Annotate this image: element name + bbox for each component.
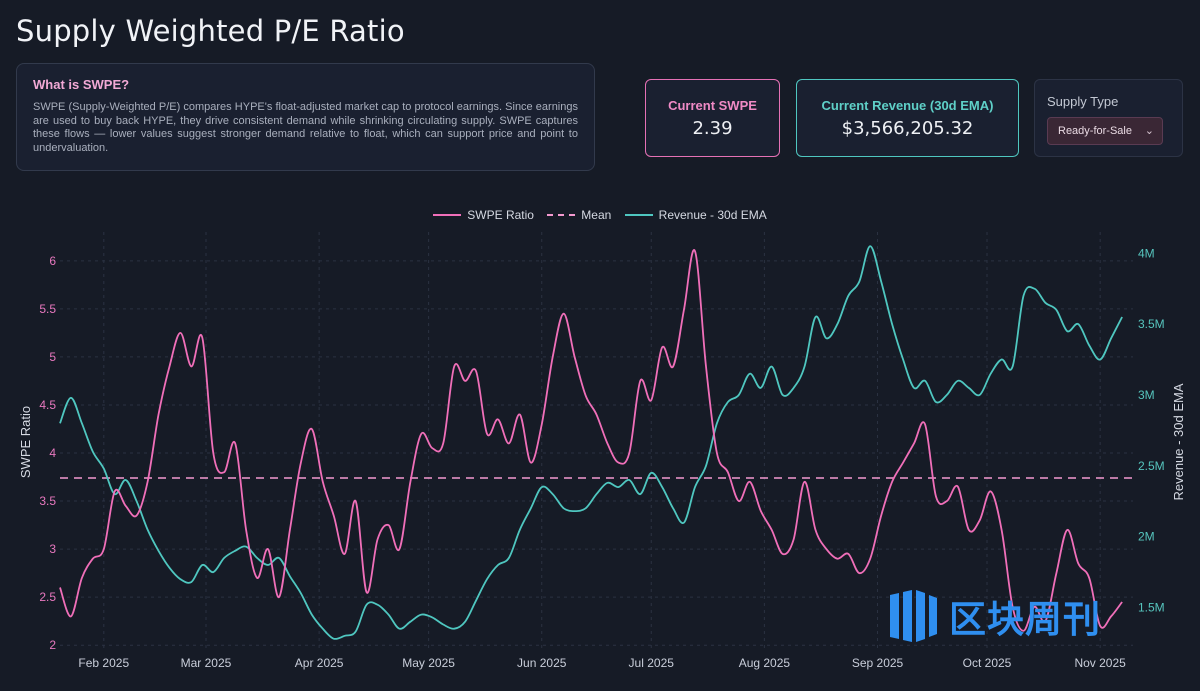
y-tick-label: 2.5 <box>39 590 56 604</box>
watermark: 区块周刊 <box>887 584 1177 648</box>
y-tick-label: 5 <box>49 350 56 364</box>
current-revenue-card: Current Revenue (30d EMA) $3,566,205.32 <box>796 79 1019 157</box>
watermark-text: 区块周刊 <box>949 598 1101 641</box>
revenue-ema-line <box>59 245 1123 640</box>
x-tick-label: Feb 2025 <box>78 656 129 670</box>
current-swpe-label: Current SWPE <box>668 98 757 113</box>
legend-item-swpe[interactable]: SWPE Ratio <box>433 208 534 222</box>
chart-legend: SWPE Ratio Mean Revenue - 30d EMA <box>0 205 1200 222</box>
legend-label-swpe: SWPE Ratio <box>467 208 534 222</box>
info-body: SWPE (Supply-Weighted P/E) compares HYPE… <box>33 101 578 154</box>
y2-tick-label: 4M <box>1138 246 1155 260</box>
y2-tick-label: 3M <box>1138 388 1155 402</box>
y-tick-label: 4.5 <box>39 398 56 412</box>
y-tick-label: 3 <box>49 542 56 556</box>
y-axis-ticks: 2 2.5 3 3.5 4 4.5 5 5.5 6 <box>39 254 56 652</box>
y2-tick-label: 2M <box>1138 530 1155 544</box>
legend-item-revenue[interactable]: Revenue - 30d EMA <box>624 208 767 222</box>
legend-swatch-swpe <box>433 214 462 216</box>
x-tick-label: Oct 2025 <box>963 656 1012 670</box>
y-axis-label: SWPE Ratio <box>18 406 33 478</box>
x-axis-ticks: Feb 2025 Mar 2025 Apr 2025 May 2025 Jun 2025… <box>78 656 1126 670</box>
x-tick-label: Aug 2025 <box>739 656 791 670</box>
y2-tick-label: 1.5M <box>1138 600 1165 614</box>
x-tick-label: Nov 2025 <box>1074 656 1126 670</box>
y2-axis-ticks: 1.5M 2M 2.5M 3M 3.5M 4M <box>1138 246 1165 614</box>
chevron-down-icon: ⌄ <box>1144 125 1154 137</box>
current-revenue-value: $3,566,205.32 <box>841 118 974 139</box>
y-tick-label: 3.5 <box>39 494 56 508</box>
x-tick-label: Sep 2025 <box>852 656 904 670</box>
x-tick-label: Mar 2025 <box>181 656 232 670</box>
legend-swatch-revenue <box>624 214 653 216</box>
x-tick-label: Apr 2025 <box>295 656 344 670</box>
supply-type-select[interactable]: Ready-for-Sale ⌄ <box>1047 117 1163 145</box>
watermark-logo-icon <box>890 590 937 642</box>
y-tick-label: 5.5 <box>39 302 56 316</box>
supply-type-label: Supply Type <box>1047 94 1119 109</box>
supply-type-value: Ready-for-Sale <box>1058 125 1132 137</box>
info-panel: What is SWPE? SWPE (Supply-Weighted P/E)… <box>16 63 595 171</box>
x-tick-label: Jun 2025 <box>517 656 567 670</box>
current-swpe-value: 2.39 <box>692 118 733 139</box>
current-revenue-label: Current Revenue (30d EMA) <box>821 98 994 113</box>
y2-tick-label: 3.5M <box>1138 317 1165 331</box>
page-title: Supply Weighted P/E Ratio <box>16 14 405 48</box>
legend-label-revenue: Revenue - 30d EMA <box>658 208 767 222</box>
swpe-ratio-line <box>59 249 1123 632</box>
y-tick-label: 6 <box>49 254 56 268</box>
y2-tick-label: 2.5M <box>1138 459 1165 473</box>
legend-item-mean[interactable]: Mean <box>547 208 611 222</box>
y-tick-label: 2 <box>49 638 56 652</box>
x-tick-label: Jul 2025 <box>629 656 675 670</box>
legend-swatch-mean <box>547 214 576 216</box>
y-tick-label: 4 <box>49 446 56 460</box>
info-heading: What is SWPE? <box>33 77 130 92</box>
x-tick-label: May 2025 <box>402 656 455 670</box>
supply-type-panel: Supply Type Ready-for-Sale ⌄ <box>1034 79 1183 157</box>
current-swpe-card: Current SWPE 2.39 <box>645 79 780 157</box>
legend-label-mean: Mean <box>581 208 612 222</box>
y2-axis-label: Revenue - 30d EMA <box>1171 383 1186 500</box>
